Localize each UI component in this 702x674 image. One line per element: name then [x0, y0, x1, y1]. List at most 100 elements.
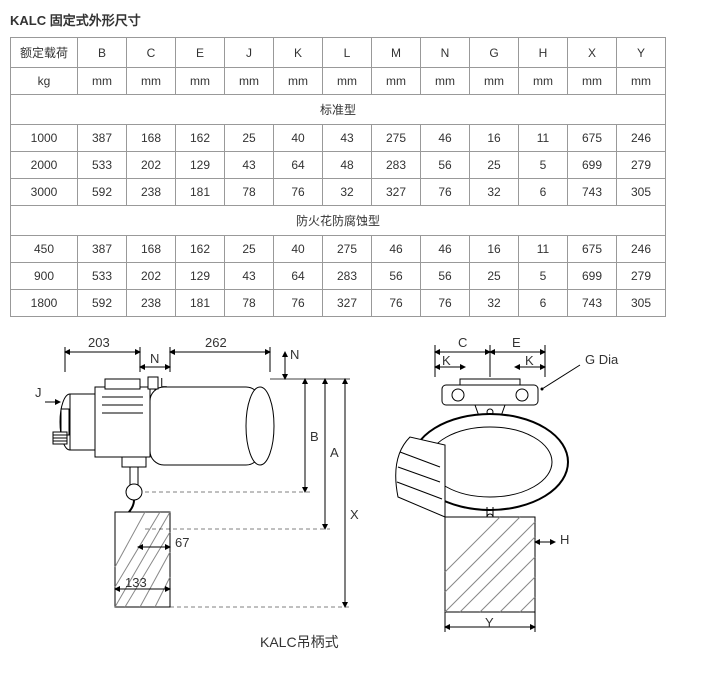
cell: 1800 [11, 290, 78, 317]
cell: 743 [568, 290, 617, 317]
dim-X: X [350, 507, 359, 522]
header-cell: mm [176, 68, 225, 95]
section-row: 标准型 [11, 95, 666, 125]
header-cell: G [470, 38, 519, 68]
dim-Y: Y [485, 615, 494, 630]
cell: 43 [323, 125, 372, 152]
header-cell: mm [323, 68, 372, 95]
header-cell: mm [274, 68, 323, 95]
dimensions-table: 额定载荷 B C E J K L M N G H X Y kg mm mm mm… [10, 37, 666, 317]
header-cell: mm [617, 68, 666, 95]
cell: 64 [274, 263, 323, 290]
header-cell: E [176, 38, 225, 68]
cell: 162 [176, 125, 225, 152]
cell: 6 [519, 179, 568, 206]
cell: 275 [323, 236, 372, 263]
diagram-area: 203 262 N L J N B A X 67 133 C E K K G D… [10, 337, 690, 647]
cell: 283 [323, 263, 372, 290]
dim-J: J [35, 385, 42, 400]
cell: 25 [225, 125, 274, 152]
table-row: 2000 533 202 129 43 64 48 283 56 25 5 69… [11, 152, 666, 179]
table-row: 900 533 202 129 43 64 283 56 56 25 5 699… [11, 263, 666, 290]
dim-L: L [160, 375, 167, 390]
cell: 181 [176, 290, 225, 317]
cell: 202 [127, 263, 176, 290]
header-cell: 额定载荷 [11, 38, 78, 68]
dim-B: B [310, 429, 319, 444]
cell: 238 [127, 290, 176, 317]
cell: 592 [78, 179, 127, 206]
cell: 246 [617, 236, 666, 263]
cell: 43 [225, 263, 274, 290]
section-label: 标准型 [11, 95, 666, 125]
cell: 387 [78, 236, 127, 263]
header-cell: mm [225, 68, 274, 95]
header-cell: kg [11, 68, 78, 95]
cell: 275 [372, 125, 421, 152]
diagram-caption: KALC吊柄式 [260, 632, 339, 652]
table-row: 1000 387 168 162 25 40 43 275 46 16 11 6… [11, 125, 666, 152]
header-cell: mm [372, 68, 421, 95]
dim-K2: K [525, 353, 534, 368]
header-cell: mm [421, 68, 470, 95]
cell: 56 [421, 263, 470, 290]
cell: 129 [176, 152, 225, 179]
cell: 40 [274, 236, 323, 263]
cell: 76 [421, 290, 470, 317]
table-header-row1: 额定载荷 B C E J K L M N G H X Y [11, 38, 666, 68]
dim-C: C [458, 335, 467, 350]
cell: 129 [176, 263, 225, 290]
cell: 675 [568, 236, 617, 263]
cell: 246 [617, 125, 666, 152]
dim-GDia: G Dia [585, 352, 618, 367]
table-row: 3000 592 238 181 78 76 32 327 76 32 6 74… [11, 179, 666, 206]
cell: 32 [470, 179, 519, 206]
cell: 40 [274, 125, 323, 152]
cell: 450 [11, 236, 78, 263]
cell: 32 [470, 290, 519, 317]
cell: 48 [323, 152, 372, 179]
cell: 238 [127, 179, 176, 206]
dim-203: 203 [88, 335, 110, 350]
header-cell: J [225, 38, 274, 68]
header-cell: mm [78, 68, 127, 95]
cell: 25 [225, 236, 274, 263]
cell: 533 [78, 263, 127, 290]
cell: 76 [421, 179, 470, 206]
cell: 168 [127, 125, 176, 152]
cell: 699 [568, 263, 617, 290]
section-row: 防火花防腐蚀型 [11, 206, 666, 236]
cell: 78 [225, 290, 274, 317]
header-cell: C [127, 38, 176, 68]
cell: 279 [617, 263, 666, 290]
header-cell: Y [617, 38, 666, 68]
cell: 202 [127, 152, 176, 179]
cell: 11 [519, 236, 568, 263]
cell: 900 [11, 263, 78, 290]
dim-A: A [330, 445, 339, 460]
table-header-row2: kg mm mm mm mm mm mm mm mm mm mm mm mm [11, 68, 666, 95]
cell: 279 [617, 152, 666, 179]
cell: 11 [519, 125, 568, 152]
cell: 46 [372, 236, 421, 263]
cell: 56 [372, 263, 421, 290]
cell: 5 [519, 152, 568, 179]
section-label: 防火花防腐蚀型 [11, 206, 666, 236]
cell: 76 [372, 290, 421, 317]
cell: 43 [225, 152, 274, 179]
cell: 699 [568, 152, 617, 179]
dim-K1: K [442, 353, 451, 368]
table-row: 1800 592 238 181 78 76 327 76 76 32 6 74… [11, 290, 666, 317]
cell: 16 [470, 125, 519, 152]
dim-H: H [560, 532, 569, 547]
cell: 305 [617, 179, 666, 206]
cell: 46 [421, 125, 470, 152]
dim-133: 133 [125, 575, 147, 590]
header-cell: B [78, 38, 127, 68]
cell: 16 [470, 236, 519, 263]
cell: 6 [519, 290, 568, 317]
cell: 387 [78, 125, 127, 152]
cell: 162 [176, 236, 225, 263]
dim-67: 67 [175, 535, 189, 550]
cell: 743 [568, 179, 617, 206]
